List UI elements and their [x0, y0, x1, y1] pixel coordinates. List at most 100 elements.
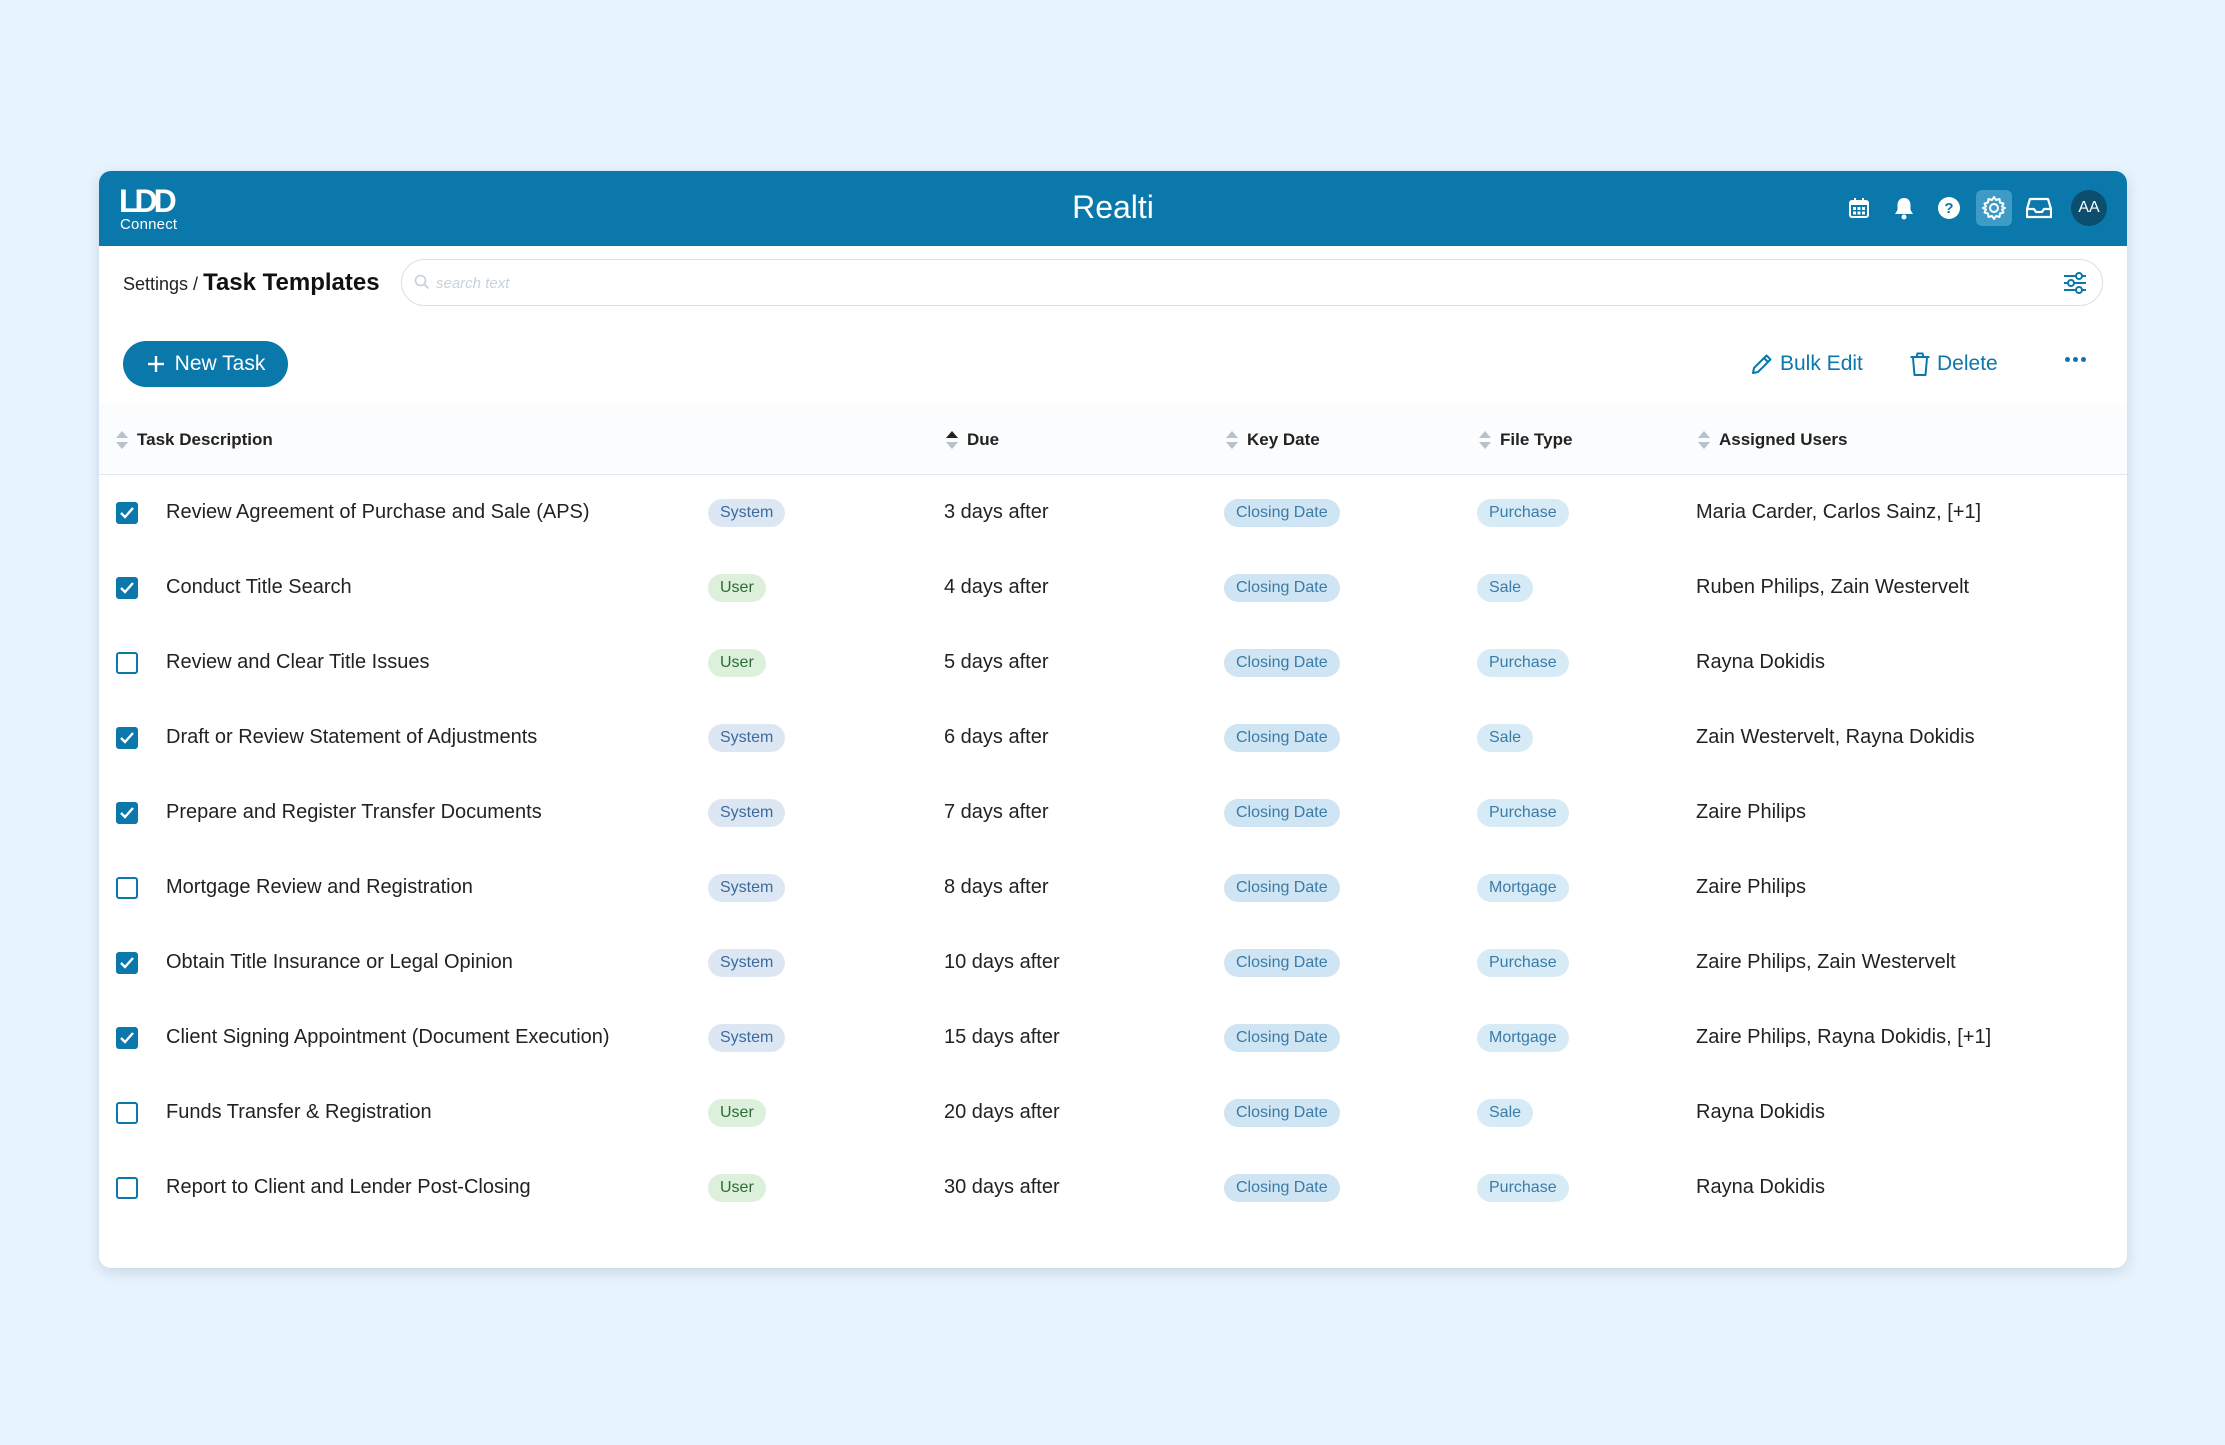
breadcrumb-settings[interactable]: Settings: [123, 274, 189, 294]
source-badge: System: [708, 798, 786, 827]
table-row[interactable]: Report to Client and Lender Post-Closing…: [99, 1150, 2127, 1225]
column-header-key-date[interactable]: Key Date: [1225, 430, 1320, 450]
table-row[interactable]: Client Signing Appointment (Document Exe…: [99, 1000, 2127, 1075]
task-description: Mortgage Review and Registration: [166, 876, 473, 898]
app-title: Realti: [1072, 189, 1154, 225]
table-row[interactable]: Obtain Title Insurance or Legal Opinion …: [99, 925, 2127, 1000]
table-row[interactable]: Conduct Title Search User 4 days after C…: [99, 550, 2127, 625]
column-header-due[interactable]: Due: [945, 430, 999, 450]
column-label: File Type: [1500, 430, 1573, 449]
column-label: Assigned Users: [1719, 430, 1848, 449]
sort-icon: [1225, 430, 1239, 450]
search-bar: [401, 259, 2103, 306]
row-checkbox[interactable]: [116, 576, 138, 599]
due-text: 8 days after: [944, 876, 1049, 898]
column-header-task-description[interactable]: Task Description: [115, 430, 273, 450]
task-description: Review Agreement of Purchase and Sale (A…: [166, 501, 590, 523]
row-checkbox[interactable]: [116, 1176, 138, 1199]
assigned-users: Zain Westervelt, Rayna Dokidis: [1696, 726, 1975, 748]
key-date-badge: Closing Date: [1224, 798, 1340, 827]
pencil-icon: [1752, 354, 1772, 374]
source-badge: System: [708, 948, 786, 977]
check-icon: [120, 806, 134, 819]
source-badge: System: [708, 873, 786, 902]
new-task-label: New Task: [174, 352, 266, 375]
assigned-users: Rayna Dokidis: [1696, 1176, 1825, 1198]
table-row[interactable]: Funds Transfer & Registration User 20 da…: [99, 1075, 2127, 1150]
source-badge: User: [708, 1173, 766, 1202]
key-date-badge: Closing Date: [1224, 1098, 1340, 1127]
calendar-icon[interactable]: [1841, 190, 1877, 226]
row-checkbox[interactable]: [116, 1101, 138, 1124]
column-label: Task Description: [137, 430, 273, 449]
due-text: 4 days after: [944, 576, 1049, 598]
key-date-badge: Closing Date: [1224, 948, 1340, 977]
key-date-badge: Closing Date: [1224, 498, 1340, 527]
table-header: Task Description Due Key Date File Type …: [99, 405, 2127, 475]
check-icon: [120, 1031, 134, 1044]
top-icon-bar: ? AA: [1832, 190, 2107, 226]
ldd-logo-mark: LDD: [119, 185, 180, 217]
breadcrumb: Settings / Task Templates: [123, 269, 380, 297]
top-bar: LDD Connect Realti ? AA: [99, 171, 2127, 246]
search-input[interactable]: [436, 270, 1836, 296]
column-label: Key Date: [1247, 430, 1320, 449]
table-row[interactable]: Prepare and Register Transfer Documents …: [99, 775, 2127, 850]
more-options-icon[interactable]: [2065, 357, 2089, 362]
logo-subtitle: Connect: [120, 216, 178, 233]
row-checkbox[interactable]: [116, 501, 138, 524]
filter-sliders-icon[interactable]: [2062, 270, 2088, 296]
bell-icon[interactable]: [1886, 190, 1922, 226]
task-description: Prepare and Register Transfer Documents: [166, 801, 542, 823]
app-window: LDD Connect Realti ? AA Settin: [99, 171, 2127, 1268]
gear-icon[interactable]: [1976, 190, 2012, 226]
delete-label: Delete: [1937, 352, 1998, 375]
new-task-button[interactable]: New Task: [123, 341, 288, 387]
check-icon: [120, 956, 134, 969]
task-description: Conduct Title Search: [166, 576, 352, 598]
row-checkbox[interactable]: [116, 876, 138, 899]
assigned-users: Zaire Philips, Rayna Dokidis, [+1]: [1696, 1026, 1992, 1048]
row-checkbox[interactable]: [116, 801, 138, 824]
task-description: Report to Client and Lender Post-Closing: [166, 1176, 531, 1198]
table-row[interactable]: Review and Clear Title Issues User 5 day…: [99, 625, 2127, 700]
row-checkbox[interactable]: [116, 726, 138, 749]
svg-text:?: ?: [1944, 200, 1953, 217]
assigned-users: Zaire Philips, Zain Westervelt: [1696, 951, 1956, 973]
app-logo[interactable]: LDD Connect: [119, 185, 183, 233]
check-icon: [120, 581, 134, 594]
column-header-assigned-users[interactable]: Assigned Users: [1697, 430, 1848, 450]
user-avatar[interactable]: AA: [2071, 190, 2107, 226]
row-checkbox[interactable]: [116, 651, 138, 674]
due-text: 5 days after: [944, 651, 1049, 673]
file-type-badge: Purchase: [1477, 498, 1569, 527]
file-type-badge: Mortgage: [1477, 1023, 1569, 1052]
assigned-users: Rayna Dokidis: [1696, 651, 1825, 673]
row-checkbox[interactable]: [116, 1026, 138, 1049]
source-badge: System: [708, 723, 786, 752]
task-description: Review and Clear Title Issues: [166, 651, 430, 673]
assigned-users: Ruben Philips, Zain Westervelt: [1696, 576, 1970, 598]
page-title: Task Templates: [203, 269, 380, 296]
table-row[interactable]: Draft or Review Statement of Adjustments…: [99, 700, 2127, 775]
key-date-badge: Closing Date: [1224, 648, 1340, 677]
inbox-icon[interactable]: [2021, 190, 2057, 226]
source-badge: System: [708, 1023, 786, 1052]
file-type-badge: Sale: [1477, 573, 1534, 602]
column-header-file-type[interactable]: File Type: [1478, 430, 1572, 450]
file-type-badge: Purchase: [1477, 948, 1569, 977]
row-checkbox[interactable]: [116, 951, 138, 974]
check-icon: [120, 731, 134, 744]
table-row[interactable]: Mortgage Review and Registration System …: [99, 850, 2127, 925]
assigned-users: Zaire Philips: [1696, 876, 1807, 898]
delete-button[interactable]: Delete: [1909, 350, 1998, 378]
help-icon[interactable]: ?: [1931, 190, 1967, 226]
due-text: 6 days after: [944, 726, 1049, 748]
table-row[interactable]: Review Agreement of Purchase and Sale (A…: [99, 475, 2127, 550]
task-description: Obtain Title Insurance or Legal Opinion: [166, 951, 513, 973]
bulk-edit-button[interactable]: Bulk Edit: [1750, 350, 1863, 378]
check-icon: [120, 506, 134, 519]
key-date-badge: Closing Date: [1224, 723, 1340, 752]
sort-ascending-icon: [945, 430, 959, 450]
due-text: 20 days after: [944, 1101, 1060, 1123]
